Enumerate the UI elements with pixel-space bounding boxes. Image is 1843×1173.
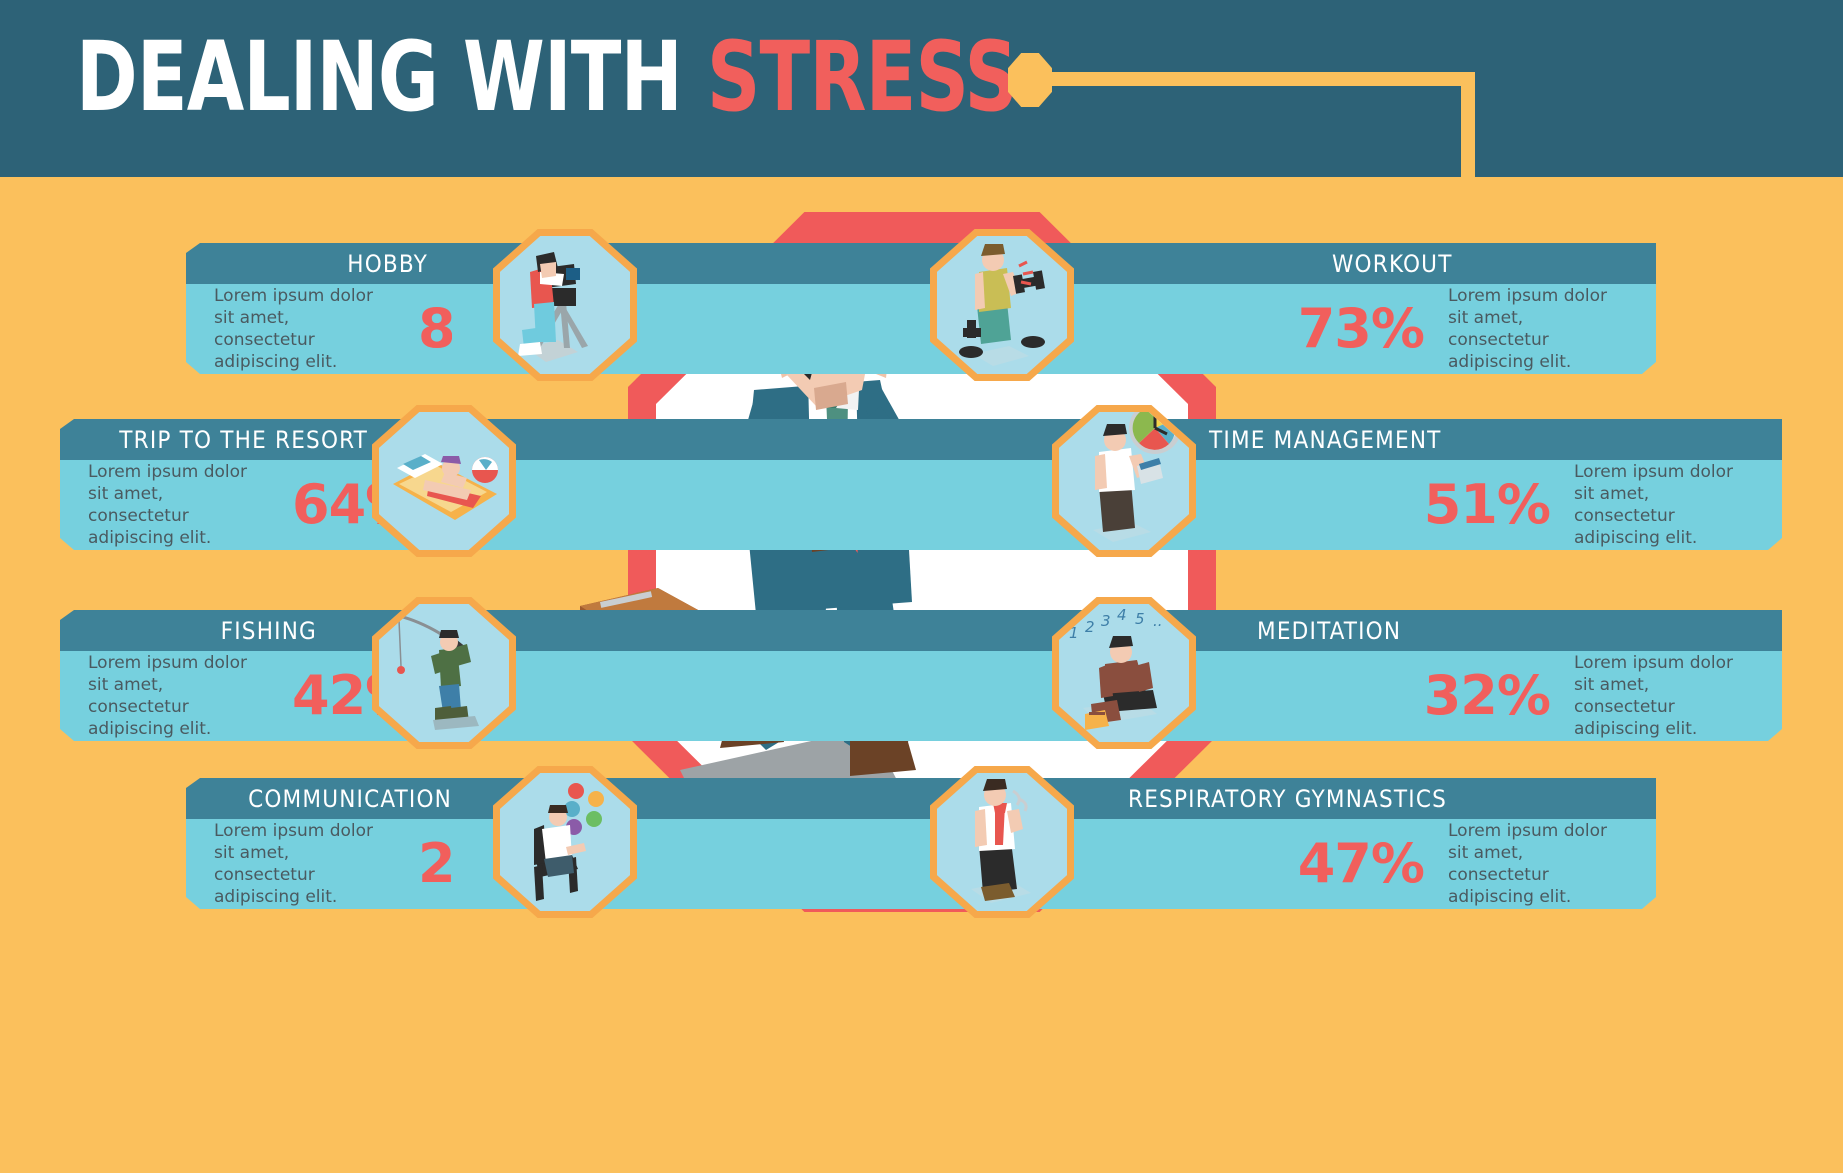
card-label-communication: COMMUNICATION xyxy=(248,784,452,813)
card-lorem-time-management: Lorem ipsum dolor sit amet, consectetur … xyxy=(1574,462,1734,548)
card-lorem-communication: Lorem ipsum dolor sit amet, consectetur … xyxy=(214,821,374,907)
card-percent-respiratory-gymnastics: 47% xyxy=(1297,832,1424,895)
card-percent-workout: 73% xyxy=(1297,297,1424,360)
svg-text:..: .. xyxy=(1153,612,1163,630)
badge-fishing[interactable] xyxy=(372,597,516,749)
svg-text:3: 3 xyxy=(1101,612,1111,630)
svg-text:2: 2 xyxy=(1085,618,1095,636)
clock-planning-icon xyxy=(1059,412,1189,550)
card-label-fishing: FISHING xyxy=(220,616,317,645)
badge-hobby[interactable] xyxy=(493,229,637,381)
photographer-camera-tripod-icon xyxy=(500,236,630,374)
dumbbell-workout-icon xyxy=(937,236,1067,374)
card-lorem-trip-to-the-resort: Lorem ipsum dolor sit amet, consectetur … xyxy=(88,462,248,548)
card-label-time-management: TIME MANAGEMENT xyxy=(1209,425,1442,454)
badge-time-management[interactable] xyxy=(1052,405,1196,557)
svg-text:5: 5 xyxy=(1135,610,1145,628)
fishing-rod-icon xyxy=(379,604,509,742)
card-label-workout: WORKOUT xyxy=(1332,249,1453,278)
beach-sunbathing-icon xyxy=(379,412,509,550)
card-lorem-fishing: Lorem ipsum dolor sit amet, consectetur … xyxy=(88,653,248,739)
card-lorem-workout: Lorem ipsum dolor sit amet, consectetur … xyxy=(1448,286,1608,372)
card-lorem-respiratory-gymnastics: Lorem ipsum dolor sit amet, consectetur … xyxy=(1448,821,1608,907)
page-title-part2: STRESS xyxy=(706,21,1018,133)
card-lorem-hobby: Lorem ipsum dolor sit amet, consectetur … xyxy=(214,286,374,372)
card-label-respiratory-gymnastics: RESPIRATORY GYMNASTICS xyxy=(1128,784,1448,813)
connector-line-vertical-icon xyxy=(1461,72,1475,177)
page-header: DEALING WITH STRESS xyxy=(0,0,1843,177)
card-lorem-meditation: Lorem ipsum dolor sit amet, consectetur … xyxy=(1574,653,1734,739)
card-label-hobby: HOBBY xyxy=(347,249,428,278)
card-label-trip-to-the-resort: TRIP TO THE RESORT xyxy=(119,425,368,454)
badge-trip-to-the-resort[interactable] xyxy=(372,405,516,557)
card-percent-meditation: 32% xyxy=(1423,664,1550,727)
page-title: DEALING WITH STRESS xyxy=(76,21,1018,133)
breathing-exercise-icon xyxy=(937,773,1067,911)
badge-respiratory-gymnastics[interactable] xyxy=(930,766,1074,918)
connector-line-horizontal-icon xyxy=(1045,72,1475,86)
social-chat-icon xyxy=(500,773,630,911)
card-label-meditation: MEDITATION xyxy=(1257,616,1402,645)
svg-text:4: 4 xyxy=(1117,606,1127,624)
badge-workout[interactable] xyxy=(930,229,1074,381)
page-title-part1: DEALING WITH xyxy=(76,21,707,133)
card-percent-time-management: 51% xyxy=(1423,473,1550,536)
hexagon-icon xyxy=(1008,53,1052,107)
badge-communication[interactable] xyxy=(493,766,637,918)
svg-text:1: 1 xyxy=(1069,624,1079,642)
